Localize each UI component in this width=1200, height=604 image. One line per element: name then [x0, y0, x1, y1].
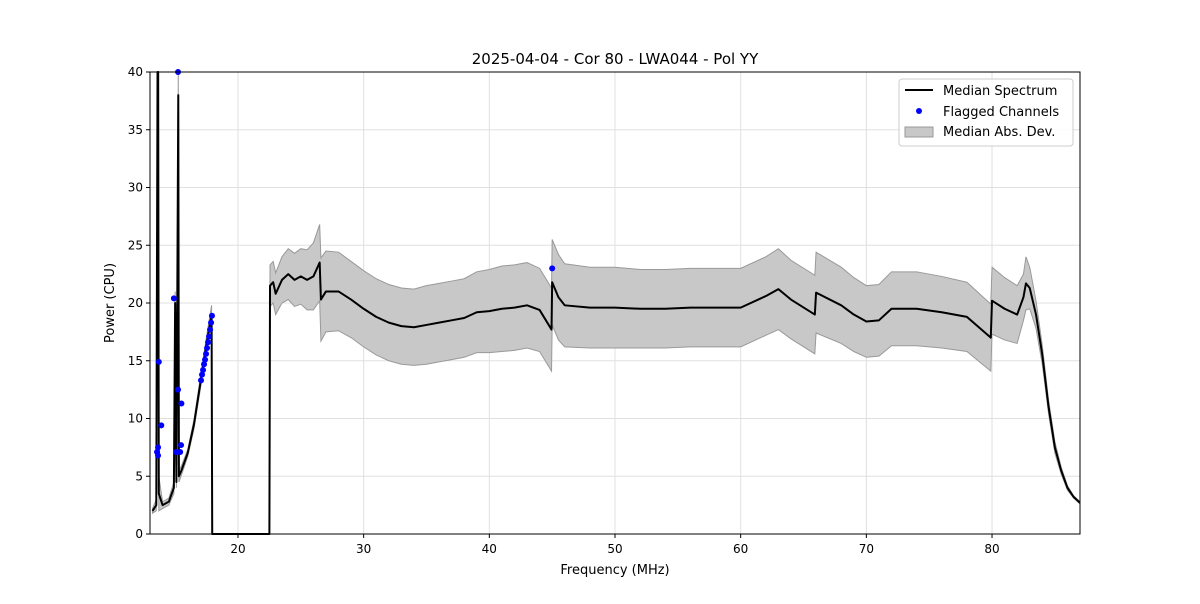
flagged-channel-point — [199, 371, 206, 378]
flagged-channel-point — [202, 356, 209, 363]
legend: Median Spectrum Flagged Channels Median … — [898, 78, 1074, 147]
y-tick-label: 20 — [128, 296, 143, 310]
flagged-channel-point — [206, 333, 213, 340]
y-tick-label: 40 — [128, 65, 143, 79]
legend-flagged-label: Flagged Channels — [943, 105, 1059, 120]
x-tick-label: 60 — [733, 542, 748, 556]
legend-box — [898, 78, 1074, 147]
legend-mad-swatch — [904, 126, 934, 138]
axis-ticks: 20 30 40 50 60 70 80 0 5 10 15 20 25 30 35 40 — [128, 65, 1000, 556]
median-spectrum-line — [151, 71, 1081, 535]
flagged-channel-point — [203, 350, 210, 357]
y-tick-label: 5 — [135, 469, 143, 483]
y-tick-label: 35 — [128, 123, 143, 137]
flagged-channel-point — [178, 442, 185, 449]
legend-mad-label: Median Abs. Dev. — [943, 125, 1055, 140]
flagged-channel-point — [155, 444, 162, 451]
flagged-channel-point — [200, 366, 207, 373]
x-tick-label: 40 — [482, 542, 497, 556]
flagged-channel-point — [208, 312, 215, 319]
flagged-channel-point — [204, 345, 211, 352]
x-tick-label: 50 — [607, 542, 622, 556]
flagged-channel-point — [155, 452, 162, 459]
flagged-channel-point — [201, 361, 208, 368]
x-tick-label: 80 — [984, 542, 999, 556]
y-tick-label: 15 — [128, 354, 143, 368]
flagged-channel-point — [198, 377, 205, 384]
flagged-channel-point — [158, 422, 165, 429]
x-axis-label: Frequency (MHz) — [560, 563, 669, 578]
y-tick-label: 10 — [128, 412, 143, 426]
flagged-channel-point — [155, 358, 162, 365]
flagged-channel-point — [207, 326, 214, 333]
flagged-channel-point — [177, 448, 184, 455]
chart-title: 2025-04-04 - Cor 80 - LWA044 - Pol YY — [472, 50, 759, 68]
flagged-channel-point — [208, 319, 215, 326]
legend-flagged-swatch — [916, 108, 922, 114]
flagged-channel-point — [205, 339, 212, 346]
flagged-channel-point — [178, 400, 185, 407]
y-tick-label: 25 — [128, 238, 143, 252]
flagged-channel-point — [549, 265, 556, 272]
x-tick-label: 20 — [230, 542, 245, 556]
y-axis-label: Power (CPU) — [103, 263, 118, 343]
y-tick-label: 0 — [135, 527, 143, 541]
x-tick-label: 70 — [859, 542, 874, 556]
legend-median-label: Median Spectrum — [943, 84, 1057, 99]
y-tick-label: 30 — [128, 181, 143, 195]
flagged-channel-point — [170, 295, 177, 302]
flagged-channel-point — [175, 386, 182, 393]
x-tick-label: 30 — [356, 542, 371, 556]
